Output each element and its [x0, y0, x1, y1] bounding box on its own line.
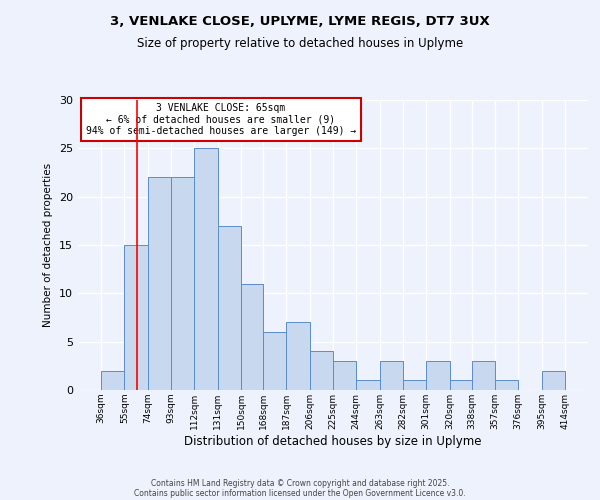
Bar [333, 361, 356, 390]
Bar [124, 245, 148, 390]
Text: Size of property relative to detached houses in Uplyme: Size of property relative to detached ho… [137, 38, 463, 51]
X-axis label: Distribution of detached houses by size in Uplyme: Distribution of detached houses by size … [184, 434, 482, 448]
Text: Contains HM Land Registry data © Crown copyright and database right 2025.: Contains HM Land Registry data © Crown c… [151, 478, 449, 488]
Bar [218, 226, 241, 390]
Bar [449, 380, 472, 390]
Bar [101, 370, 124, 390]
Bar [495, 380, 518, 390]
Bar [241, 284, 263, 390]
Bar [542, 370, 565, 390]
Y-axis label: Number of detached properties: Number of detached properties [43, 163, 53, 327]
Bar [380, 361, 403, 390]
Bar [171, 178, 194, 390]
Bar [472, 361, 495, 390]
Bar [310, 352, 333, 390]
Text: 3, VENLAKE CLOSE, UPLYME, LYME REGIS, DT7 3UX: 3, VENLAKE CLOSE, UPLYME, LYME REGIS, DT… [110, 15, 490, 28]
Bar [356, 380, 380, 390]
Text: Contains public sector information licensed under the Open Government Licence v3: Contains public sector information licen… [134, 488, 466, 498]
Bar [403, 380, 426, 390]
Bar [194, 148, 218, 390]
Text: 3 VENLAKE CLOSE: 65sqm
← 6% of detached houses are smaller (9)
94% of semi-detac: 3 VENLAKE CLOSE: 65sqm ← 6% of detached … [86, 103, 356, 136]
Bar [426, 361, 449, 390]
Bar [263, 332, 286, 390]
Bar [148, 178, 171, 390]
Bar [286, 322, 310, 390]
